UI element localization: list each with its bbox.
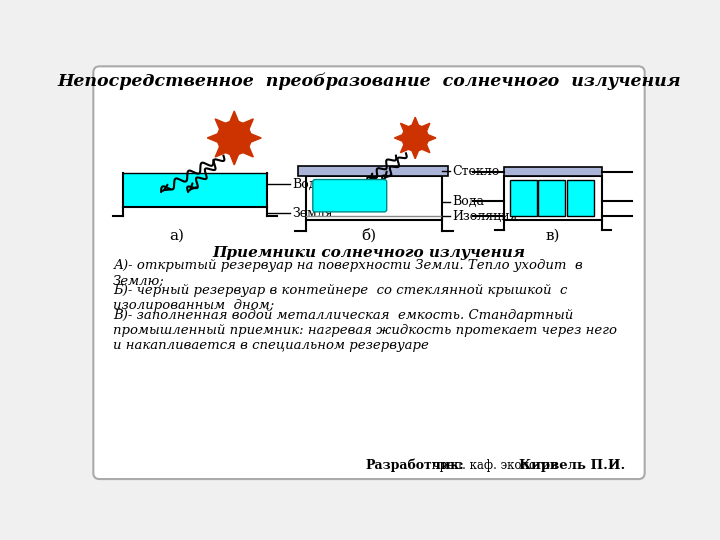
Text: преп. каф. экологии: преп. каф. экологии: [428, 458, 562, 472]
FancyBboxPatch shape: [312, 179, 387, 212]
Polygon shape: [207, 132, 221, 144]
Polygon shape: [248, 132, 261, 144]
Polygon shape: [400, 123, 411, 134]
Text: В)- заполненная водой металлическая  емкость. Стандартный
промышленный приемник:: В)- заполненная водой металлическая емко…: [113, 309, 617, 352]
Text: Б)- черный резервуар в контейнере  со стеклянной крышкой  с
изолированным  дном;: Б)- черный резервуар в контейнере со сте…: [113, 284, 568, 312]
Circle shape: [217, 121, 251, 155]
Text: Стекло: Стекло: [452, 165, 500, 178]
Text: Изоляция: Изоляция: [452, 210, 518, 223]
Polygon shape: [426, 134, 436, 142]
Text: Вода: Вода: [452, 195, 484, 208]
Text: А)- открытый резервуар на поверхности Земли. Тепло уходит  в
Землю;: А)- открытый резервуар на поверхности Зе…: [113, 259, 583, 287]
Polygon shape: [400, 142, 411, 153]
Bar: [539, 180, 565, 217]
Text: в): в): [545, 229, 559, 243]
Circle shape: [402, 125, 428, 151]
Text: Вода: Вода: [293, 178, 325, 191]
Bar: [567, 180, 594, 217]
Polygon shape: [215, 119, 229, 132]
Text: Разработчик:: Разработчик:: [365, 458, 464, 472]
Polygon shape: [395, 134, 405, 142]
Bar: [504, 167, 601, 177]
Bar: [298, 166, 448, 177]
Polygon shape: [420, 142, 430, 153]
Text: а): а): [169, 229, 184, 243]
FancyBboxPatch shape: [94, 66, 644, 479]
Polygon shape: [229, 151, 240, 165]
Text: Приемники солнечного излучения: Приемники солнечного излучения: [212, 246, 526, 260]
Polygon shape: [215, 144, 229, 157]
Bar: [122, 173, 267, 207]
Text: Земля: Земля: [293, 207, 333, 220]
Polygon shape: [229, 111, 240, 125]
Text: б): б): [361, 228, 377, 243]
Bar: [306, 177, 442, 220]
Bar: [510, 180, 537, 217]
Polygon shape: [240, 144, 253, 157]
Polygon shape: [411, 117, 420, 127]
Text: Непосредственное  преобразование  солнечного  излучения: Непосредственное преобразование солнечно…: [57, 73, 681, 91]
Text: Кирвель П.И.: Кирвель П.И.: [519, 458, 626, 472]
Polygon shape: [420, 123, 430, 134]
Bar: [504, 177, 601, 220]
Polygon shape: [240, 119, 253, 132]
Polygon shape: [411, 148, 420, 159]
